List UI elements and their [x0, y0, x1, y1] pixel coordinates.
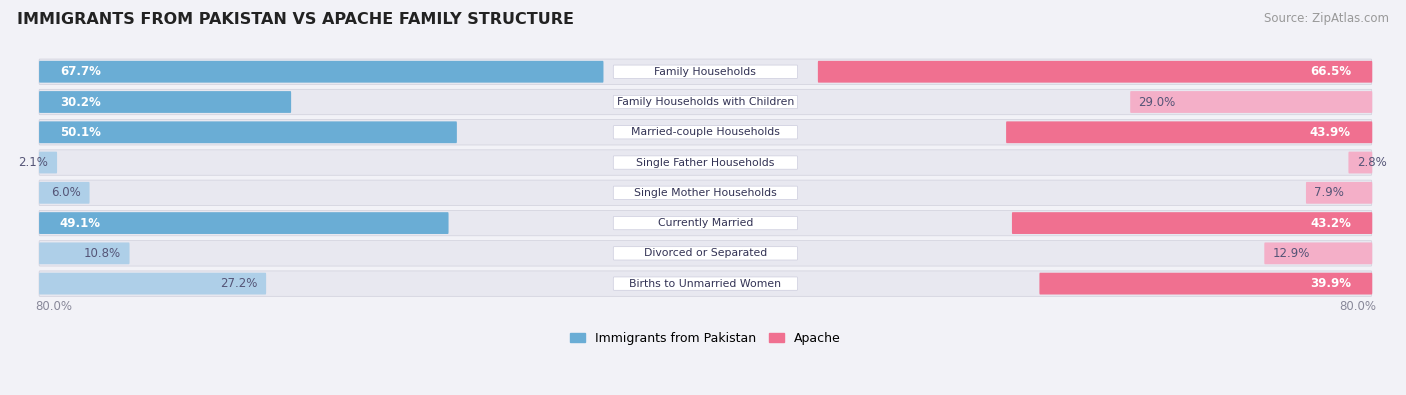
Text: 80.0%: 80.0%: [1339, 300, 1376, 313]
FancyBboxPatch shape: [613, 277, 797, 290]
Text: 43.9%: 43.9%: [1310, 126, 1351, 139]
FancyBboxPatch shape: [39, 212, 449, 234]
FancyBboxPatch shape: [39, 121, 457, 143]
FancyBboxPatch shape: [1264, 243, 1372, 264]
FancyBboxPatch shape: [613, 65, 797, 78]
FancyBboxPatch shape: [39, 59, 1372, 85]
Text: 43.2%: 43.2%: [1310, 216, 1351, 229]
FancyBboxPatch shape: [1130, 91, 1372, 113]
FancyBboxPatch shape: [1306, 182, 1372, 204]
Text: Family Households with Children: Family Households with Children: [617, 97, 794, 107]
FancyBboxPatch shape: [39, 211, 1372, 236]
Text: Source: ZipAtlas.com: Source: ZipAtlas.com: [1264, 12, 1389, 25]
Legend: Immigrants from Pakistan, Apache: Immigrants from Pakistan, Apache: [565, 327, 845, 350]
Text: 12.9%: 12.9%: [1272, 247, 1310, 260]
FancyBboxPatch shape: [613, 95, 797, 109]
FancyBboxPatch shape: [613, 186, 797, 199]
Text: Divorced or Separated: Divorced or Separated: [644, 248, 768, 258]
Text: 80.0%: 80.0%: [35, 300, 72, 313]
FancyBboxPatch shape: [39, 182, 90, 204]
FancyBboxPatch shape: [39, 89, 1372, 115]
Text: 50.1%: 50.1%: [60, 126, 101, 139]
Text: 30.2%: 30.2%: [60, 96, 101, 109]
FancyBboxPatch shape: [39, 243, 129, 264]
Text: Married-couple Households: Married-couple Households: [631, 127, 780, 137]
Text: 27.2%: 27.2%: [219, 277, 257, 290]
Text: IMMIGRANTS FROM PAKISTAN VS APACHE FAMILY STRUCTURE: IMMIGRANTS FROM PAKISTAN VS APACHE FAMIL…: [17, 12, 574, 27]
Text: 7.9%: 7.9%: [1315, 186, 1344, 199]
FancyBboxPatch shape: [613, 216, 797, 230]
Text: 29.0%: 29.0%: [1139, 96, 1175, 109]
FancyBboxPatch shape: [39, 180, 1372, 205]
FancyBboxPatch shape: [39, 120, 1372, 145]
FancyBboxPatch shape: [39, 273, 266, 295]
Text: Single Father Households: Single Father Households: [637, 158, 775, 167]
Text: 2.8%: 2.8%: [1357, 156, 1386, 169]
FancyBboxPatch shape: [39, 91, 291, 113]
Text: 10.8%: 10.8%: [83, 247, 121, 260]
Text: 39.9%: 39.9%: [1310, 277, 1351, 290]
Text: Births to Unmarried Women: Births to Unmarried Women: [630, 278, 782, 289]
Text: 2.1%: 2.1%: [18, 156, 48, 169]
Text: 67.7%: 67.7%: [60, 65, 101, 78]
FancyBboxPatch shape: [39, 150, 1372, 175]
FancyBboxPatch shape: [613, 126, 797, 139]
FancyBboxPatch shape: [1012, 212, 1372, 234]
FancyBboxPatch shape: [818, 61, 1372, 83]
Text: Currently Married: Currently Married: [658, 218, 754, 228]
FancyBboxPatch shape: [39, 271, 1372, 296]
FancyBboxPatch shape: [39, 241, 1372, 266]
FancyBboxPatch shape: [613, 156, 797, 169]
FancyBboxPatch shape: [1007, 121, 1372, 143]
FancyBboxPatch shape: [613, 247, 797, 260]
FancyBboxPatch shape: [1039, 273, 1372, 295]
Text: 6.0%: 6.0%: [51, 186, 80, 199]
Text: Single Mother Households: Single Mother Households: [634, 188, 776, 198]
FancyBboxPatch shape: [39, 152, 58, 173]
FancyBboxPatch shape: [1348, 152, 1372, 173]
FancyBboxPatch shape: [39, 61, 603, 83]
Text: 66.5%: 66.5%: [1310, 65, 1351, 78]
Text: 49.1%: 49.1%: [60, 216, 101, 229]
Text: Family Households: Family Households: [654, 67, 756, 77]
